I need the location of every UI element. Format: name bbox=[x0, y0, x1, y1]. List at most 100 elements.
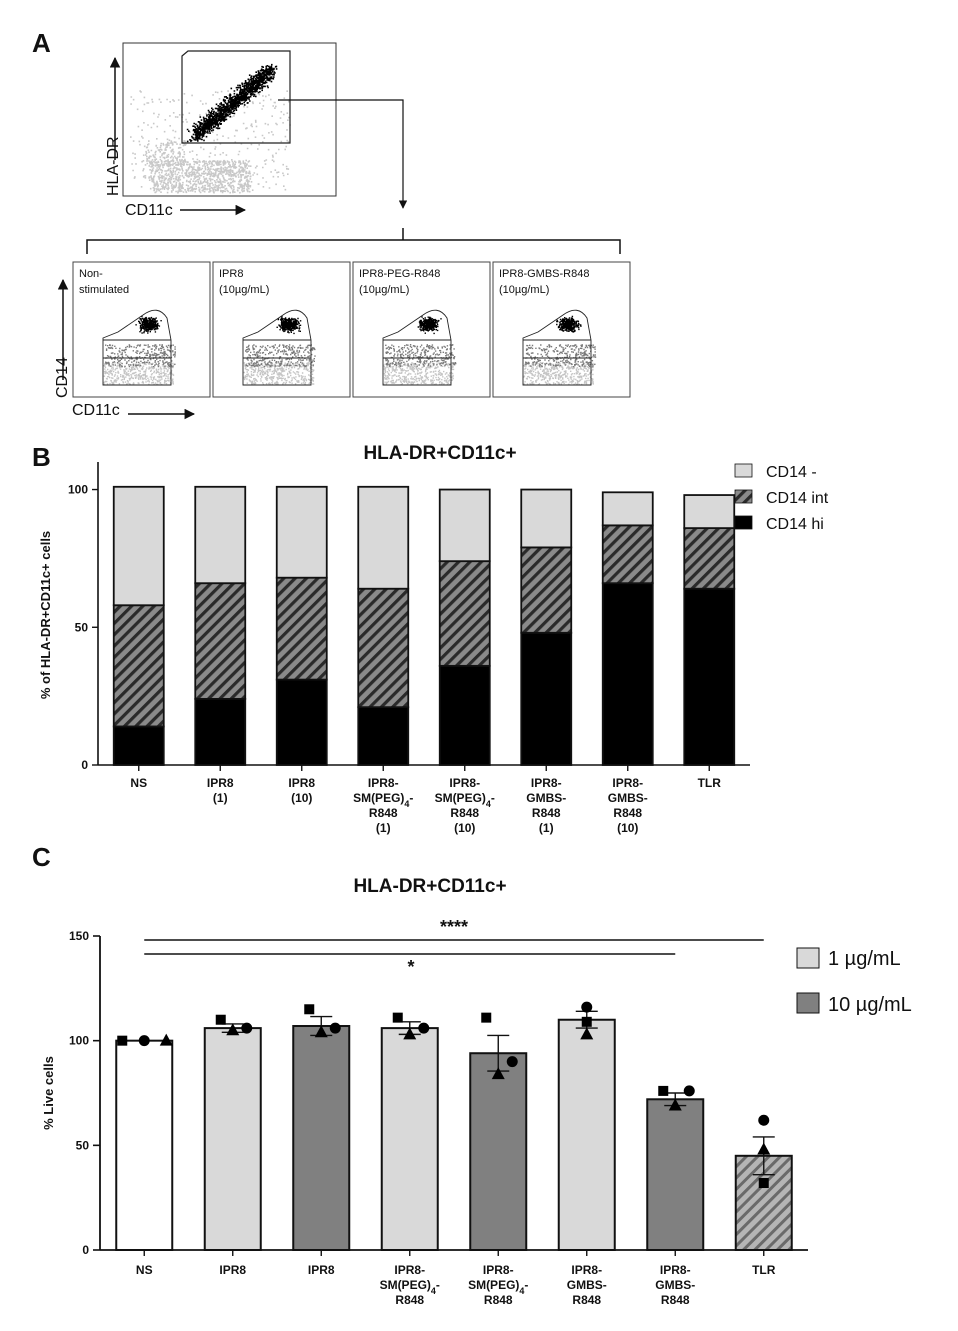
chart-c-significance-label: * bbox=[407, 957, 414, 977]
chart-b-x-tick-label: TLR bbox=[698, 776, 722, 790]
cd14-x-label: CD11c bbox=[72, 402, 120, 419]
chart-c-significance-label: **** bbox=[440, 917, 468, 937]
cd14-hi-events bbox=[276, 316, 302, 335]
cd14-gate-outline bbox=[382, 309, 452, 386]
chart-c-bar bbox=[469, 1052, 528, 1252]
gate-connector-arrow bbox=[278, 99, 408, 209]
chart-c-point-circle bbox=[581, 1001, 593, 1013]
cd14-neg-events bbox=[103, 362, 175, 386]
chart-c-x-tick-label: GMBS- bbox=[655, 1278, 695, 1292]
chart-b-x-tick-label: IPR8 bbox=[207, 776, 234, 790]
chart-c-point-square bbox=[658, 1085, 669, 1096]
chart-b-bar-segment bbox=[520, 631, 573, 766]
chart-c-point-square bbox=[758, 1178, 769, 1189]
cd14-subplot-frame bbox=[352, 261, 491, 398]
chart-c-point-square bbox=[581, 1016, 592, 1027]
legend-c-label-10: 10 µg/mL bbox=[828, 994, 912, 1016]
chart-b-bar-segment bbox=[112, 485, 165, 607]
chart-b-x-tick-label: (10) bbox=[291, 791, 312, 805]
chart-b-bar-segment bbox=[438, 664, 491, 766]
chart-c-point-square bbox=[304, 1004, 315, 1015]
chart-b-x-tick-label: IPR8- bbox=[531, 776, 562, 790]
legend-b-label-cd14-int: CD14 int bbox=[766, 490, 829, 507]
chart-b-bar-segment bbox=[357, 587, 410, 709]
chart-b-bar-segment bbox=[194, 485, 247, 585]
cd14-subplot: Non-stimulated bbox=[72, 261, 211, 398]
chart-b-bar-segment bbox=[683, 494, 736, 530]
chart-c-point-circle bbox=[138, 1035, 150, 1047]
chart-b-bar-segment bbox=[683, 587, 736, 766]
cd14-int-events bbox=[245, 344, 316, 368]
cd14-subplot-label-line1: Non- bbox=[79, 268, 103, 280]
chart-b-bar-segment bbox=[438, 488, 491, 563]
chart-c-x-tick-label: R848 bbox=[661, 1293, 690, 1307]
chart-c-bar bbox=[292, 1025, 351, 1251]
chart-b-x-tick-label: NS bbox=[130, 776, 147, 790]
cd14-hi-events bbox=[556, 315, 582, 333]
chart-b-bar-segment bbox=[683, 527, 736, 590]
chart-c-bar bbox=[646, 1098, 705, 1252]
chart-b-x-tick-label: IPR8- bbox=[368, 776, 399, 790]
chart-b-x-tick-label: R848 bbox=[450, 806, 479, 820]
chart-c-x-tick-label: IPR8- bbox=[571, 1263, 602, 1277]
cd14-int-events bbox=[385, 344, 457, 368]
chart-b-bar-segment bbox=[357, 485, 410, 590]
chart-b-x-tick-label: SM(PEG)4- bbox=[353, 791, 413, 809]
chart-c-x-tick-label: GMBS- bbox=[567, 1278, 607, 1292]
chart-b-x-tick-label: (1) bbox=[376, 821, 391, 835]
legend-b-swatch-cd14-neg bbox=[734, 463, 753, 478]
gating-scatter bbox=[130, 63, 291, 194]
chart-b-x-tick-label: (1) bbox=[213, 791, 228, 805]
gating-x-label: CD11c bbox=[125, 202, 173, 219]
chart-c-point-triangle bbox=[403, 1027, 417, 1040]
gating-plot: HLA-DR CD11c bbox=[86, 42, 621, 254]
cd14-hi-events bbox=[135, 315, 162, 334]
chart-c-point-triangle bbox=[757, 1142, 771, 1155]
chart-c-point-circle bbox=[506, 1056, 518, 1068]
legend-b-swatch-cd14-hi bbox=[734, 515, 753, 530]
chart-c-point-square bbox=[215, 1014, 226, 1025]
chart-c-title: HLA-DR+CD11c+ bbox=[353, 876, 506, 897]
cd14-neg-events bbox=[383, 362, 455, 386]
chart-b-bar-segment bbox=[194, 697, 247, 766]
chart-b-x-tick-label: (1) bbox=[539, 821, 554, 835]
chart-c-y-tick-label: 0 bbox=[82, 1243, 89, 1257]
chart-b-bar-segment bbox=[194, 582, 247, 700]
cd14-y-label: CD14 bbox=[54, 357, 71, 398]
chart-c-y-tick-label: 150 bbox=[69, 929, 89, 943]
chart-c-x-tick-label: SM(PEG)4- bbox=[468, 1278, 528, 1296]
cd14-subplot-label-line2: stimulated bbox=[79, 284, 129, 296]
cd14-hi-events bbox=[417, 316, 442, 335]
chart-b-x-tick-label: IPR8- bbox=[612, 776, 643, 790]
chart-b-x-tick-label: (10) bbox=[454, 821, 475, 835]
chart-b-x-tick-label: SM(PEG)4- bbox=[435, 791, 495, 809]
chart-c-point-triangle bbox=[159, 1033, 173, 1046]
cd14-neg-events bbox=[243, 362, 315, 386]
chart-c-point-triangle bbox=[580, 1027, 594, 1040]
chart-c-bar bbox=[557, 1018, 616, 1251]
chart-c-x-tick-label: IPR8- bbox=[660, 1263, 691, 1277]
chart-c-x-tick-label: R848 bbox=[572, 1293, 601, 1307]
gating-negative-events bbox=[130, 90, 291, 194]
cd14-subplot-label-line2: (10µg/mL) bbox=[219, 284, 269, 296]
chart-b-legend: CD14 - CD14 int CD14 hi bbox=[734, 463, 829, 533]
chart-c-legend: 1 µg/mL 10 µg/mL bbox=[796, 947, 912, 1016]
legend-b-swatch-cd14-int bbox=[734, 489, 753, 504]
cd14-subplot-label-line1: IPR8 bbox=[219, 268, 243, 280]
chart-c-y-tick-label: 100 bbox=[69, 1034, 89, 1048]
gate-bracket bbox=[86, 228, 621, 254]
chart-b-x-tick-label: (10) bbox=[617, 821, 638, 835]
chart-c-point-square bbox=[392, 1012, 403, 1023]
chart-b-x-tick-label: R848 bbox=[532, 806, 561, 820]
chart-b-bar-segment bbox=[520, 488, 573, 549]
chart-c-point-triangle bbox=[491, 1067, 505, 1080]
chart-c-x-tick-label: TLR bbox=[752, 1263, 776, 1277]
chart-b-x-tick-label: GMBS- bbox=[526, 791, 566, 805]
chart-b-x-tick-label: IPR8 bbox=[288, 776, 315, 790]
chart-c-x-tick-label: NS bbox=[136, 1263, 153, 1277]
panel-c-letter: C bbox=[32, 842, 51, 872]
cd14-int-events bbox=[105, 344, 176, 368]
legend-b-label-cd14-neg: CD14 - bbox=[766, 464, 817, 481]
